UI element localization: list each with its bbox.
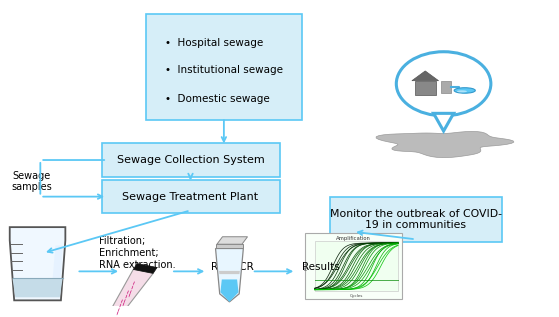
Text: •  Institutional sewage: • Institutional sewage bbox=[165, 65, 283, 75]
Text: Amplification: Amplification bbox=[336, 236, 371, 241]
Polygon shape bbox=[434, 113, 453, 131]
Text: ~~~~: ~~~~ bbox=[121, 288, 131, 307]
FancyBboxPatch shape bbox=[305, 233, 402, 299]
FancyBboxPatch shape bbox=[102, 143, 280, 177]
Text: ~~~~: ~~~~ bbox=[115, 296, 126, 315]
Polygon shape bbox=[216, 244, 243, 249]
Polygon shape bbox=[412, 71, 439, 81]
Text: •  Domestic sewage: • Domestic sewage bbox=[165, 94, 270, 104]
Text: Results: Results bbox=[302, 262, 340, 272]
Text: Monitor the outbreak of COVID-
19 in communities: Monitor the outbreak of COVID- 19 in com… bbox=[330, 209, 502, 230]
Text: Filtration;
Enrichment;
RNA extraction.: Filtration; Enrichment; RNA extraction. bbox=[99, 236, 176, 270]
Text: •  Hospital sewage: • Hospital sewage bbox=[165, 38, 264, 48]
Polygon shape bbox=[376, 131, 514, 158]
Text: Sewage Collection System: Sewage Collection System bbox=[117, 155, 264, 165]
Polygon shape bbox=[216, 249, 243, 302]
FancyBboxPatch shape bbox=[146, 14, 302, 120]
FancyBboxPatch shape bbox=[330, 197, 502, 243]
Text: Cycles: Cycles bbox=[349, 294, 363, 298]
Polygon shape bbox=[51, 245, 63, 293]
Polygon shape bbox=[219, 271, 240, 274]
Polygon shape bbox=[220, 280, 239, 302]
Ellipse shape bbox=[396, 52, 491, 116]
FancyBboxPatch shape bbox=[441, 81, 451, 93]
Text: Sewage
samples: Sewage samples bbox=[12, 171, 53, 192]
FancyBboxPatch shape bbox=[315, 241, 398, 291]
Text: RT-qPCR: RT-qPCR bbox=[211, 262, 254, 272]
FancyBboxPatch shape bbox=[102, 180, 280, 213]
Polygon shape bbox=[133, 263, 157, 273]
Polygon shape bbox=[110, 269, 153, 317]
Text: Sewage Treatment Plant: Sewage Treatment Plant bbox=[122, 192, 259, 202]
FancyBboxPatch shape bbox=[415, 81, 436, 95]
Polygon shape bbox=[12, 278, 63, 297]
Polygon shape bbox=[10, 227, 65, 300]
Text: ~~~~: ~~~~ bbox=[126, 279, 138, 298]
Ellipse shape bbox=[454, 88, 475, 93]
Polygon shape bbox=[217, 237, 248, 244]
Text: RFU: RFU bbox=[305, 262, 309, 270]
Ellipse shape bbox=[457, 90, 467, 93]
